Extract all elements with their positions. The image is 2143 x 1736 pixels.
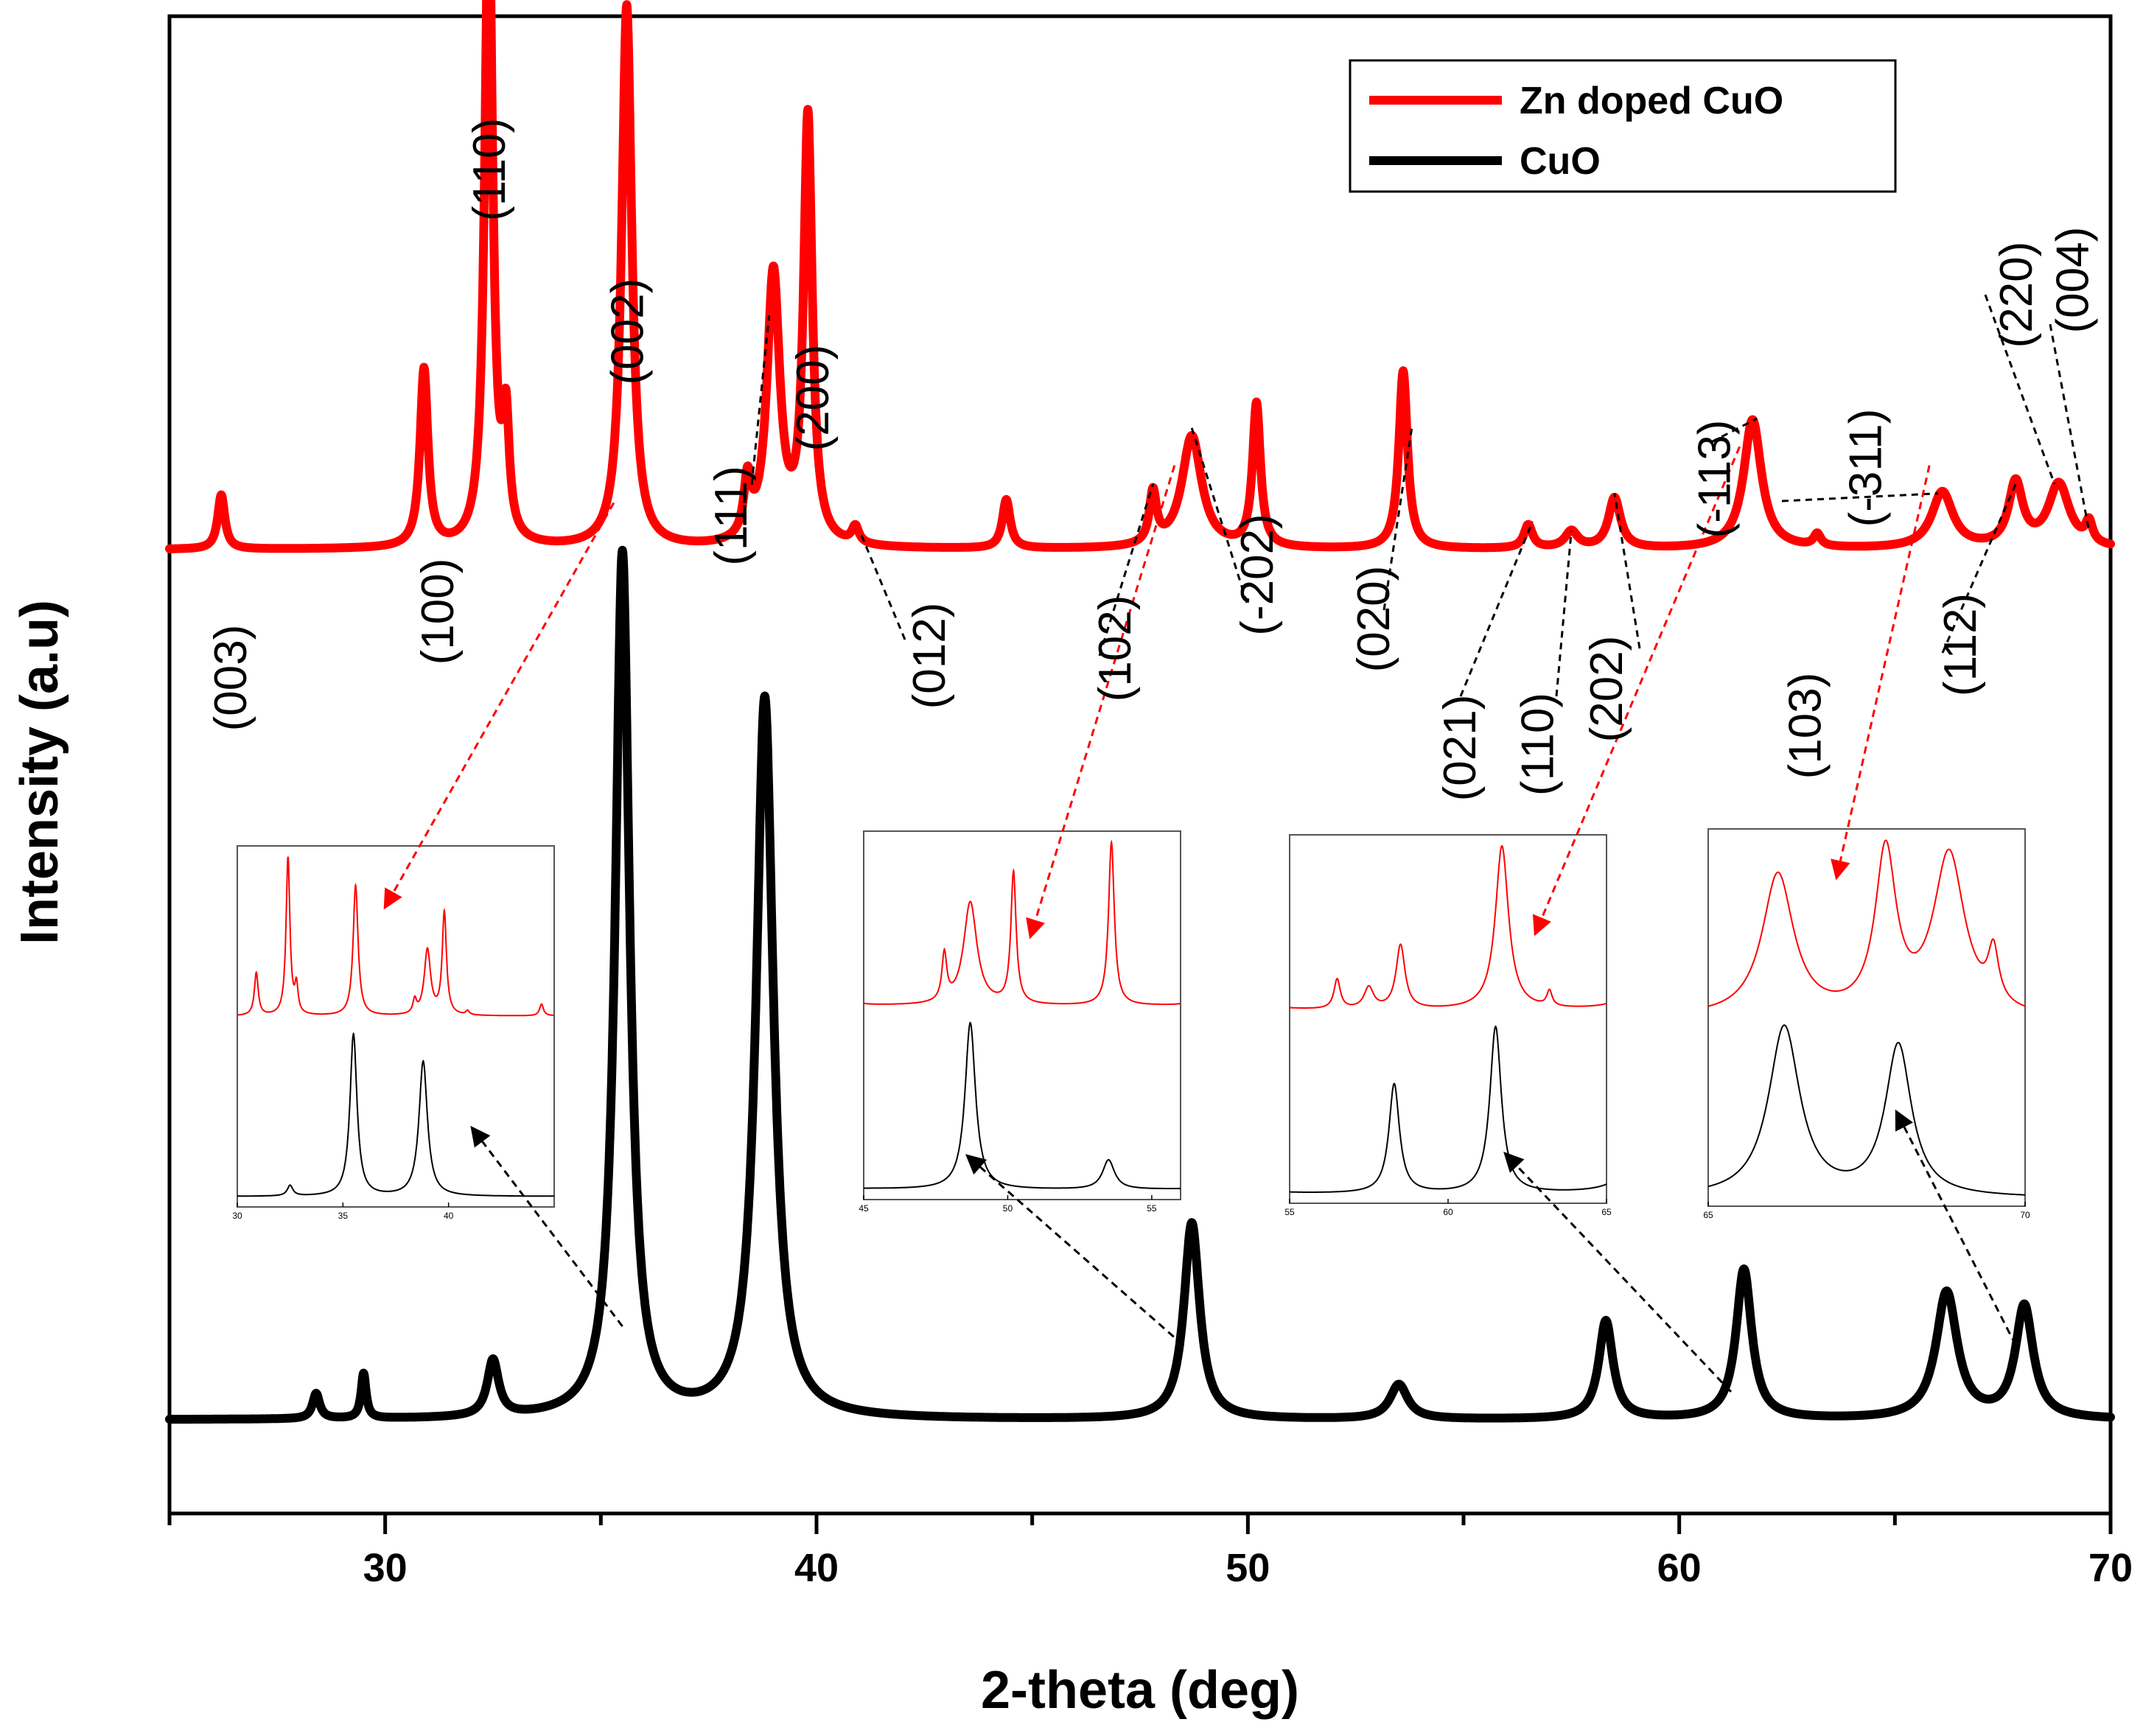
peak-leader-lines (750, 294, 2091, 697)
peak-label: (102) (1090, 595, 1141, 702)
inset-arrow-black (1503, 1152, 1732, 1393)
inset-tick-label: 50 (1003, 1203, 1013, 1214)
inset-arrow-black (470, 1125, 623, 1327)
peak-leader-line (1555, 531, 1573, 697)
peak-label: (020) (1349, 566, 1399, 673)
inset-arrow-red (1026, 465, 1176, 939)
peak-label: (003) (206, 625, 256, 732)
inset-55-65: 55 60 65 (1284, 834, 1612, 1217)
peak-label: (200) (788, 345, 839, 452)
inset-65-70: 65 70 (1703, 828, 2030, 1220)
inset-arrow-black (1895, 1109, 2017, 1346)
inset-frame (1707, 828, 2026, 1207)
inset-frame (237, 845, 555, 1208)
peak-labels: (003) (100) (110) (002) (111) (200) (012) (102)… (206, 118, 2098, 801)
inset-45-56: 45 50 55 (859, 830, 1181, 1214)
peak-label: (112) (1935, 593, 1986, 696)
peak-leader-line (1710, 417, 1758, 444)
series-line-cuo (165, 545, 2115, 1424)
inset-tick-label: 40 (444, 1211, 454, 1221)
inset-series-cuo (864, 1021, 1181, 1189)
inset-series-cuo (1707, 1024, 2026, 1196)
inset-frame (1289, 834, 1607, 1204)
inset-frame (863, 830, 1181, 1200)
peak-label: (-202) (1232, 514, 1283, 635)
inset-arrow-red (383, 502, 615, 910)
inset-tick-label: 45 (859, 1203, 869, 1214)
peak-label: (103) (1780, 673, 1831, 780)
peak-label: (111) (706, 466, 757, 566)
series-line-zn-doped-cuo (165, 0, 2115, 553)
peak-leader-line (1781, 492, 1938, 503)
legend: Zn doped CuO CuO (1349, 59, 1897, 193)
insets: 30 35 40 45 50 55 55 60 65 65 70 (232, 828, 2030, 1221)
inset-tick-label: 30 (232, 1211, 242, 1221)
peak-label: (110) (1513, 693, 1564, 796)
peak-label: (004) (2047, 227, 2098, 334)
inset-series-cuo (1290, 1025, 1607, 1193)
inset-series-cuo (237, 1032, 554, 1197)
x-tick-label: 30 (363, 1546, 408, 1590)
x-tick-label: 70 (2088, 1546, 2133, 1590)
peak-leader-line (1459, 521, 1534, 697)
legend-label-zn-doped-cuo: Zn doped CuO (1520, 80, 1783, 122)
inset-tick-label: 65 (1601, 1207, 1612, 1217)
peak-label: (202) (1581, 636, 1632, 743)
peak-label: (012) (904, 603, 955, 710)
inset-series-zn-doped-cuo (1289, 844, 1607, 1009)
peak-label: (-311) (1840, 409, 1891, 528)
inset-tick-label: 70 (2020, 1210, 2030, 1220)
peak-label: (002) (602, 279, 653, 385)
inset-30-45: 30 35 40 (232, 845, 555, 1221)
inset-arrow-red (1532, 446, 1741, 937)
inset-tick-label: 35 (338, 1211, 349, 1221)
inset-tick-label: 60 (1443, 1207, 1453, 1217)
plot-frame (167, 14, 2113, 1516)
peak-leader-line (1098, 483, 1154, 657)
x-tick-label: 50 (1226, 1546, 1270, 1590)
inset-arrows (383, 446, 2017, 1393)
peak-label: (021) (1435, 695, 1486, 802)
inset-tick-label: 65 (1703, 1210, 1713, 1220)
peak-label: (220) (1991, 242, 2042, 349)
peak-leader-line (750, 315, 771, 486)
x-tick-label: 40 (794, 1546, 839, 1590)
inset-arrow-red (1831, 465, 1931, 881)
peak-label: (100) (413, 559, 464, 665)
inset-tick-label: 55 (1147, 1203, 1157, 1214)
peak-leader-line (859, 530, 906, 640)
inset-series-zn-doped-cuo (237, 856, 554, 1017)
x-tick-label: 60 (1657, 1546, 1702, 1590)
y-axis-title: Intensity (a.u) (10, 600, 69, 945)
x-axis-ticks: 30 40 50 60 70 (167, 1513, 2133, 1590)
legend-label-cuo: CuO (1520, 140, 1601, 183)
legend-box (1349, 59, 1897, 193)
peak-leader-line (1382, 427, 1413, 611)
inset-series-zn-doped-cuo (1707, 839, 2026, 1007)
x-axis-title: 2-theta (deg) (981, 1661, 1299, 1720)
inset-series-zn-doped-cuo (863, 839, 1181, 1005)
peak-leader-line (1984, 294, 2056, 485)
peak-leader-line (1613, 493, 1641, 649)
inset-tick-label: 55 (1284, 1207, 1295, 1217)
peak-label: (-113) (1689, 420, 1740, 539)
inset-arrow-black (965, 1154, 1184, 1346)
peak-label: (110) (464, 118, 515, 221)
